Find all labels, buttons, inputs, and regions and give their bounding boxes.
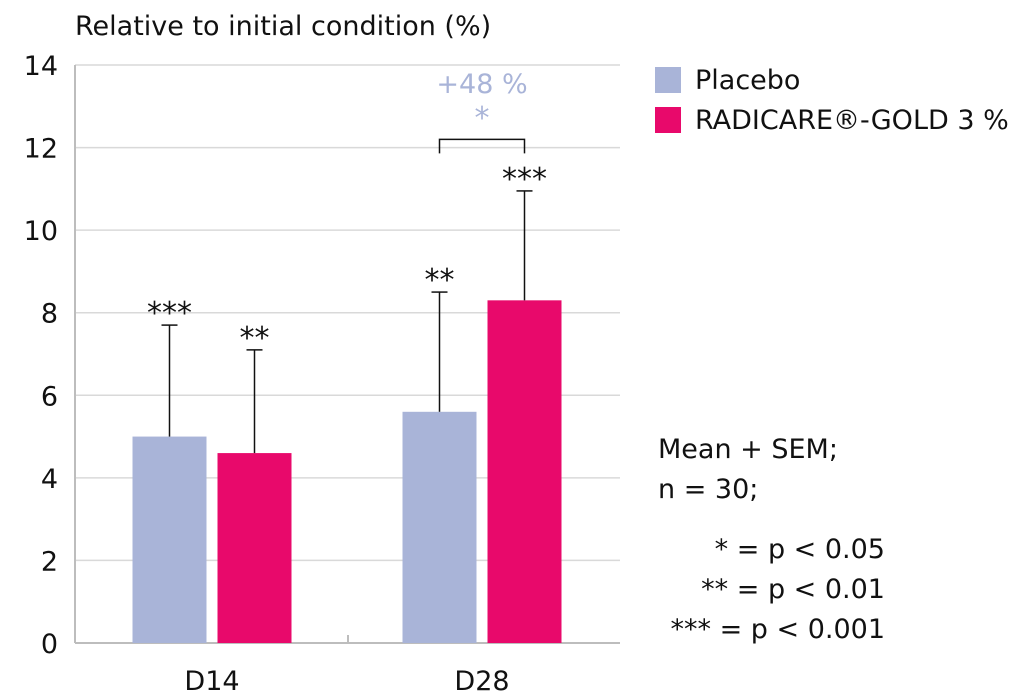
bar-chart: Relative to initial condition (%) 0 2 4 6 8 10… (24, 11, 620, 697)
bar-d14-s1 (217, 453, 292, 643)
note-mean-sem: Mean + SEM; (658, 434, 838, 465)
significance-key: * = p < 0.05 ** = p < 0.01 *** = p < 0.0… (655, 530, 885, 650)
x-tick-label-d28: D28 (454, 666, 509, 697)
bar-d28-s1 (487, 300, 562, 643)
y-tick-label-10: 10 (24, 216, 58, 247)
sig-key-one: * = p < 0.05 (714, 534, 885, 565)
y-tick-label-12: 12 (24, 134, 58, 165)
significance-d14-s0: *** (147, 296, 192, 331)
sig-key-three: *** = p < 0.001 (670, 614, 885, 645)
y-tick-label-14: 14 (24, 51, 58, 82)
legend-item-placebo: Placebo (655, 60, 1009, 100)
bar-d14-s0 (132, 436, 207, 643)
y-tick-label-6: 6 (41, 381, 58, 412)
significance-d28-s1: *** (502, 162, 547, 197)
x-tick-label-d14: D14 (184, 666, 239, 697)
comparison-bracket (438, 138, 526, 154)
comparison-label: +48 % (436, 69, 527, 100)
legend-swatch-placebo (655, 67, 681, 93)
y-tick-label-8: 8 (41, 299, 58, 330)
note-sample-size: n = 30; (658, 474, 759, 505)
y-axis-label: Relative to initial condition (%) (75, 11, 491, 42)
sig-key-two: ** = p < 0.01 (701, 574, 885, 605)
legend-label-placebo: Placebo (695, 64, 801, 96)
labels: Relative to initial condition (%) 0 2 4 6 8 10… (24, 11, 547, 697)
y-tick-label-0: 0 (41, 629, 58, 660)
legend-item-radicare: RADICARE®-GOLD 3 % (655, 100, 1009, 140)
y-tick-label-4: 4 (41, 464, 58, 495)
legend-label-radicare: RADICARE®-GOLD 3 % (695, 104, 1009, 136)
legend: Placebo RADICARE®-GOLD 3 % (655, 60, 1009, 140)
bar-d28-s0 (402, 411, 477, 643)
significance-d14-s1: ** (240, 321, 270, 356)
y-tick-label-2: 2 (41, 546, 58, 577)
stats-note: Mean + SEM; n = 30; (658, 430, 838, 510)
legend-swatch-radicare (655, 107, 681, 133)
bars (132, 138, 562, 643)
significance-d28-s0: ** (425, 263, 455, 298)
comparison-significance: * (475, 101, 490, 136)
